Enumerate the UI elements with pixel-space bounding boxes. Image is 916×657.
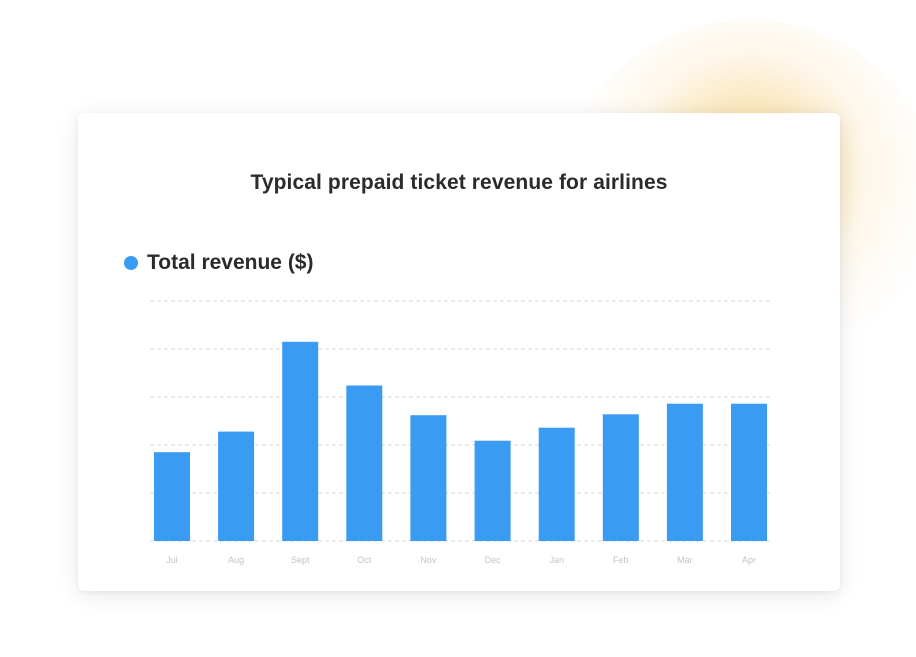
bar-aug bbox=[218, 431, 255, 541]
legend: Total revenue ($) bbox=[124, 251, 313, 275]
x-tick-label: Sept bbox=[291, 555, 310, 565]
x-tick-label: Jul bbox=[166, 555, 178, 565]
bar-jan bbox=[538, 427, 575, 541]
x-tick-label: Mar bbox=[677, 555, 693, 565]
x-tick-label: Dec bbox=[485, 555, 502, 565]
bar-dec bbox=[474, 440, 511, 541]
bar-mar bbox=[666, 403, 703, 541]
bar-jul bbox=[154, 452, 190, 541]
gridlines bbox=[150, 300, 770, 542]
bars bbox=[154, 341, 767, 541]
x-axis-ticks: Jul Aug Sept Oct Nov Dec Jan Feb Mar Apr bbox=[166, 555, 756, 565]
bar-sept bbox=[282, 341, 319, 541]
bar-oct bbox=[346, 385, 383, 541]
bar-chart: Jul Aug Sept Oct Nov Dec Jan Feb Mar Apr bbox=[150, 300, 770, 565]
x-tick-label: Jan bbox=[549, 555, 564, 565]
x-tick-label: Apr bbox=[742, 555, 756, 565]
x-tick-label: Oct bbox=[357, 555, 372, 565]
bar-apr bbox=[731, 403, 767, 541]
x-tick-label: Feb bbox=[613, 555, 629, 565]
legend-dot-icon bbox=[124, 256, 138, 270]
bar-feb bbox=[602, 414, 639, 541]
chart-title: Typical prepaid ticket revenue for airli… bbox=[250, 171, 668, 194]
legend-label: Total revenue ($) bbox=[147, 251, 314, 274]
bar-nov bbox=[410, 415, 447, 541]
chart-card: Typical prepaid ticket revenue for airli… bbox=[78, 113, 840, 591]
x-tick-label: Nov bbox=[420, 555, 437, 565]
x-tick-label: Aug bbox=[228, 555, 244, 565]
